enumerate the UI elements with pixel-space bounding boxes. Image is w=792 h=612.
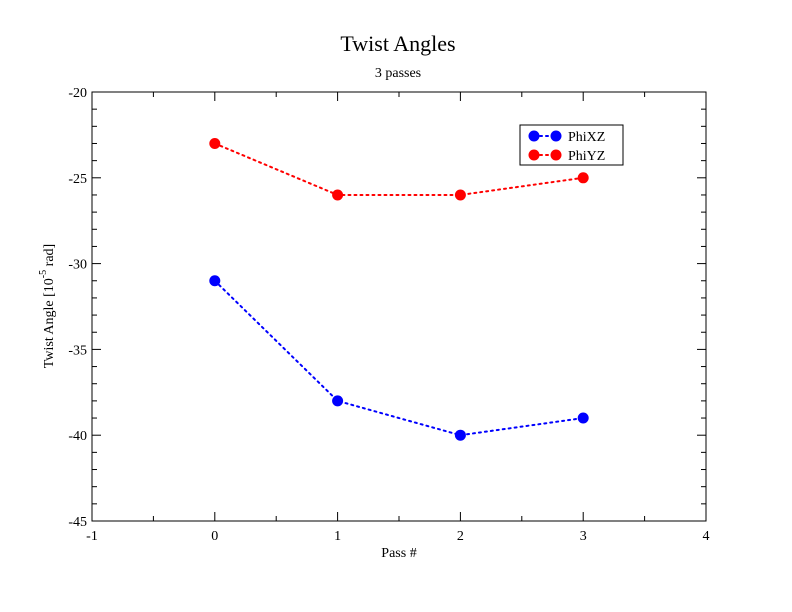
y-axis-label-exponent: -5 [38,270,49,278]
data-point-phixz [454,429,466,441]
y-tick-label: -25 [68,172,87,187]
data-point-phiyz [454,189,466,201]
legend-marker-phiyz [550,149,562,161]
data-point-phiyz [209,137,221,149]
y-axis-label-main: Twist Angle [10 [42,278,57,368]
y-tick-label: -35 [68,343,87,358]
data-point-phiyz [577,172,589,184]
x-tick-label: 2 [457,529,464,544]
legend-marker-phiyz [528,149,540,161]
x-axis-label: Pass # [381,546,416,561]
legend-entries: PhiXZ PhiYZ [528,130,605,164]
chart-title: Twist Angles [340,31,455,56]
x-tick-label: -1 [86,529,98,544]
data-point-phixz [209,275,221,287]
y-tick-label: -40 [68,429,87,444]
plot-frame [91,91,707,522]
y-axis-label: Twist Angle [10-5 rad] [38,244,57,368]
y-axis-label-unit: rad] [42,244,57,270]
data-point-phixz [332,395,344,407]
data-point-phixz [577,412,589,424]
x-tick-label: 1 [334,529,341,544]
legend: PhiXZ PhiYZ [519,124,624,166]
x-tick-label: 3 [580,529,587,544]
series-line-phiyz [213,142,585,196]
x-tick-label: 0 [211,529,218,544]
legend-marker-phixz [550,130,562,142]
y-tick-label: -20 [68,86,87,101]
series-line-phixz [213,279,585,437]
y-tick-label: -45 [68,515,87,530]
legend-label-phiyz: PhiYZ [568,149,605,164]
series-layer [209,137,589,441]
y-tick-label: -30 [68,258,87,273]
x-tick-label: 4 [703,529,710,544]
legend-label-phixz: PhiXZ [568,130,605,145]
legend-marker-phixz [528,130,540,142]
data-point-phiyz [332,189,344,201]
chart-subtitle: 3 passes [375,66,421,81]
x-tick-labels: -1 0 1 2 3 4 [86,529,709,544]
y-tick-labels: -45 -40 -35 -30 -25 -20 [68,86,87,530]
